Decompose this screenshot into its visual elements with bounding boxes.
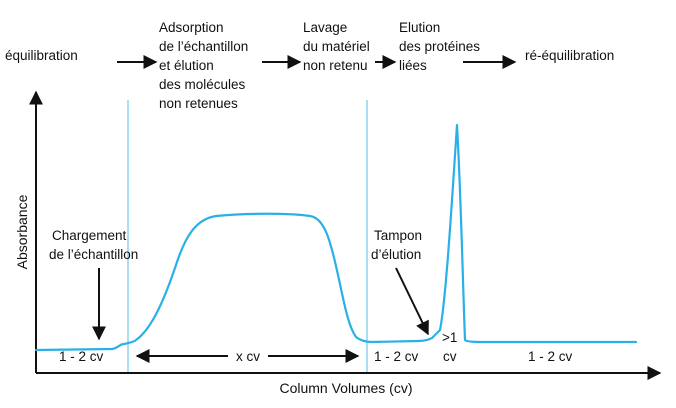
stage-lavage-label: Lavage du matériel non retenu [303,20,374,73]
elution-buffer-line-2: d’élution [371,247,421,262]
elution-buffer-annotation: Tampon d’élution [371,228,426,262]
stage-elution-line-3: liées [399,58,427,73]
sample-loading-annotation: Chargement de l’échantillon [49,228,138,262]
segment-label-4-top: >1 [442,330,457,345]
stage-equilibration-line-1: équilibration [5,48,78,63]
stage-equilibration-label: équilibration [5,48,78,63]
stage-reequilibration-line-1: ré-équilibration [525,48,614,63]
x-cv-label-backdrop [228,346,268,364]
segment-label-4-bottom: cv [443,349,457,364]
sample-loading-line-2: de l’échantillon [49,247,138,262]
stage-lavage-line-1: Lavage [303,20,347,35]
stage-elution-line-1: Elution [399,20,440,35]
stage-reequilibration-label: ré-équilibration [525,48,614,63]
stage-elution-line-2: des protéines [399,39,480,54]
stage-lavage-line-3: non retenu [303,58,368,73]
elution-buffer-line-1: Tampon [374,228,422,243]
x-axis-title: Column Volumes (cv) [279,380,412,396]
stage-adsorption-line-4: des molécules [159,77,246,92]
segment-label-3: 1 - 2 cv [374,349,419,364]
segment-label-5: 1 - 2 cv [528,349,573,364]
stage-flow: équilibration Adsorption de l’échantillo… [5,20,614,111]
stage-adsorption-label: Adsorption de l’échantillon et élution d… [159,20,252,111]
stage-adsorption-line-2: de l’échantillon [159,39,248,54]
absorbance-curve [34,123,638,352]
stage-adsorption-line-5: non retenues [159,96,238,111]
stage-adsorption-line-1: Adsorption [159,20,224,35]
elution-buffer-arrow [395,267,429,336]
stage-lavage-line-2: du matériel [303,39,370,54]
segment-label-2: x cv [236,349,260,364]
stage-elution-label: Elution des protéines liées [399,20,484,73]
stage-adsorption-line-3: et élution [159,58,214,73]
segment-label-1: 1 - 2 cv [59,349,104,364]
y-axis-title: Absorbance [14,194,30,269]
sample-loading-line-1: Chargement [52,228,127,243]
